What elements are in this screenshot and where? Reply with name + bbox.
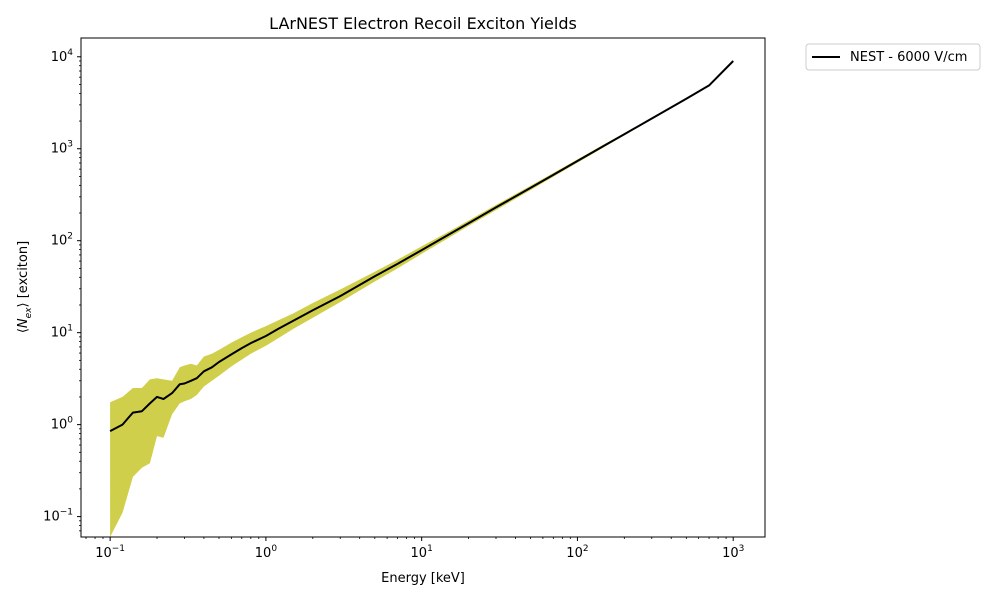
y-tick-label: 101 (51, 324, 73, 341)
axes-frame (80, 37, 766, 538)
x-tick-label: 100 (255, 544, 278, 561)
x-tick-label: 10−1 (95, 544, 125, 561)
plot-area (109, 60, 734, 537)
chart-title: LArNEST Electron Recoil Exciton Yields (269, 14, 577, 33)
uncertainty-band (110, 60, 734, 537)
legend-label: NEST - 6000 V/cm (850, 50, 967, 65)
legend-box (805, 43, 981, 71)
y-tick-label: 104 (51, 48, 74, 65)
y-axis-title-open-bracket: ⟨ (16, 328, 31, 333)
y-tick-label: 103 (51, 140, 73, 157)
x-tick-label: 103 (722, 544, 744, 561)
y-axis-title: ⟨Nex⟩ [exciton] (16, 241, 34, 333)
legend: NEST - 6000 V/cm (805, 43, 981, 71)
y-axis-title-symbol: N (16, 318, 31, 328)
x-axis-title: Energy [keV] (381, 571, 465, 586)
x-tick-label: 101 (411, 544, 433, 561)
axis-ticks: 10−1 100 101 102 103 10−1 100 101 102 103 104 (43, 48, 744, 561)
x-tick-label: 102 (566, 544, 588, 561)
series-line-0 (109, 60, 734, 432)
y-axis-title-subscript: ex (24, 307, 34, 319)
y-axis-title-rest: ⟩ [exciton] (16, 241, 31, 308)
y-tick-label: 100 (51, 416, 74, 433)
y-tick-label: 10−1 (43, 508, 73, 525)
y-tick-label: 102 (51, 232, 73, 249)
